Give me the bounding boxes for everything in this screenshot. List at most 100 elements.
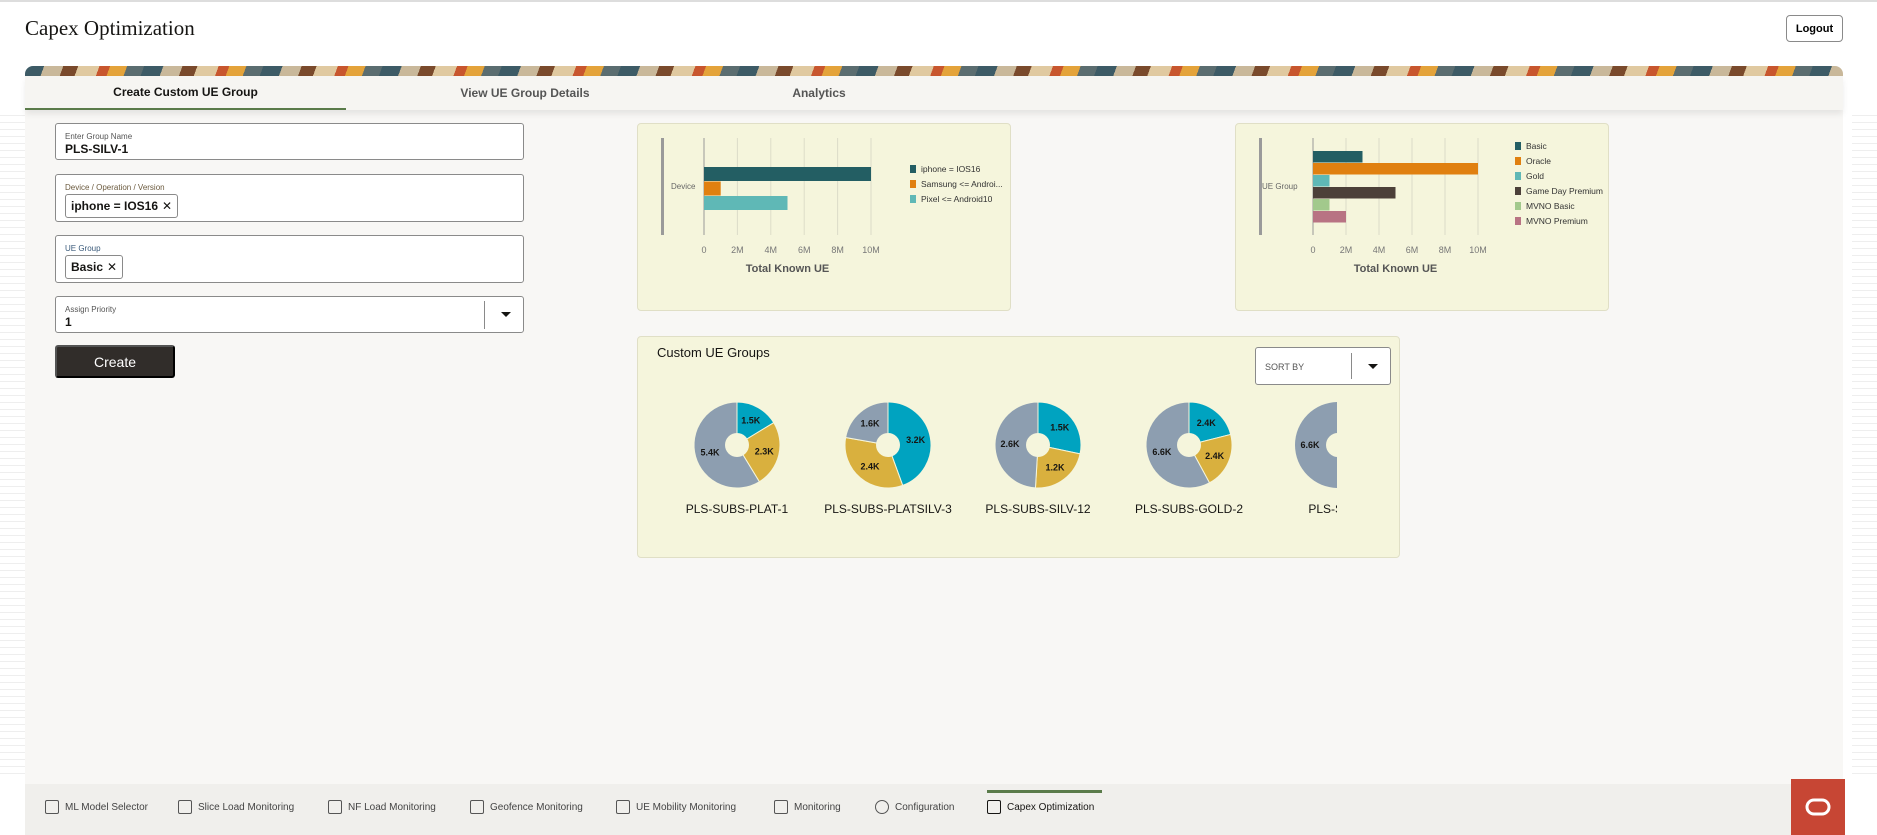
pie-slice[interactable] — [736, 401, 775, 446]
slice-label: 2.4K — [1205, 451, 1225, 461]
legend-label: iphone = IOS16 — [921, 164, 981, 174]
legend-swatch — [910, 180, 916, 188]
legend-label: Pixel <= Android10 — [921, 194, 993, 204]
side-texture — [1852, 110, 1877, 780]
ue-group-chip: Basic ✕ — [65, 255, 124, 279]
tab-create-custom-ue-group[interactable]: Create Custom UE Group — [25, 76, 346, 110]
legend-swatch — [1515, 157, 1521, 165]
pie-pls-subs-silv-12[interactable]: 1.5K 1.2K 2.6K PLS-SUBS-SILV-12 — [985, 401, 1091, 516]
field-label: Enter Group Name — [65, 132, 133, 141]
nav-item-geofence-monitoring[interactable]: Geofence Monitoring — [470, 797, 583, 817]
pie-group-name: PLS-SUBS — [1308, 502, 1337, 516]
pie-group-name: PLS-SUBS-GOLD-2 — [1135, 502, 1243, 516]
nav-item-configuration[interactable]: Configuration — [875, 797, 954, 817]
tick-label: 10M — [1469, 245, 1487, 255]
nav-item-label: ML Model Selector — [65, 801, 148, 813]
slice-label: 2.3K — [755, 447, 775, 457]
geofence-icon — [470, 800, 484, 814]
device-chip: iphone = IOS16 ✕ — [65, 194, 179, 218]
pie-hole — [1177, 433, 1201, 457]
tick-label: 2M — [1340, 245, 1353, 255]
tab-analytics[interactable]: Analytics — [792, 86, 846, 100]
pie-slice[interactable] — [736, 421, 781, 483]
pie-slice[interactable] — [1034, 444, 1081, 489]
pie-slice[interactable] — [1188, 401, 1232, 446]
bar-chart-svg: 0 2M 4M 6M 8M 10M UE Group Total Known UE Basic O… — [1259, 138, 1603, 275]
field-label: Device / Operation / Version — [65, 183, 165, 192]
legend-label: Basic — [1526, 141, 1548, 151]
nav-item-capex-optimization[interactable]: Capex Optimization — [987, 797, 1094, 817]
nav-item-ml-model-selector[interactable]: ML Model Selector — [45, 797, 148, 817]
legend-swatch — [910, 195, 916, 203]
bar-pixel-android10[interactable] — [704, 196, 788, 210]
tick-label: 6M — [1406, 245, 1419, 255]
nav-item-ue-mobility-monitoring[interactable]: UE Mobility Monitoring — [616, 797, 736, 817]
pie-pls-subs-gold-2[interactable]: 2.4K 2.4K 6.6K PLS-SUBS-GOLD-2 — [1135, 401, 1243, 516]
nav-item-label: UE Mobility Monitoring — [636, 801, 737, 813]
tick-label: 0 — [701, 245, 706, 255]
legend-swatch — [910, 165, 916, 173]
legend-label: MVNO Basic — [1526, 201, 1575, 211]
bar-mvno-premium[interactable] — [1313, 211, 1346, 223]
device-bar-chart: 0 2M 4M 6M 8M 10M Device Total Known UE iphone =… — [637, 123, 1011, 311]
logout-button[interactable]: Logout — [1786, 15, 1843, 42]
card-title: Custom UE Groups — [657, 345, 770, 360]
page-title: Capex Optimization — [25, 16, 195, 40]
pie-pls-subs-platsilv-3[interactable]: 3.2K 2.4K 1.6K PLS-SUBS-PLATSILV-3 — [824, 401, 952, 516]
pie-group-name: PLS-SUBS-PLAT-1 — [686, 502, 789, 516]
group-name-field[interactable]: Enter Group Name PLS-SILV-1 — [55, 123, 524, 160]
tick-label: 0 — [1310, 245, 1315, 255]
slice-label: 1.5K — [741, 416, 761, 426]
pie-slice[interactable] — [1295, 402, 1337, 488]
pie-group-name: PLS-SUBS-SILV-12 — [985, 502, 1090, 516]
assign-priority-select[interactable]: Assign Priority 1 — [55, 296, 524, 333]
bar-samsung-androi-[interactable] — [704, 181, 721, 196]
tick-label: 6M — [798, 245, 811, 255]
pie-hole — [1026, 433, 1050, 457]
sort-by-placeholder: SORT BY — [1265, 362, 1305, 372]
slice-label: 2.4K — [1197, 418, 1217, 428]
tab-view-ue-group-details[interactable]: View UE Group Details — [460, 86, 590, 100]
ue-group-field[interactable]: UE Group Basic ✕ — [55, 235, 524, 283]
chevron-down-icon[interactable] — [501, 312, 511, 317]
top-border — [0, 0, 1877, 2]
pie-slice[interactable] — [887, 401, 932, 487]
pie-slice[interactable] — [845, 401, 889, 446]
bar-gold[interactable] — [1313, 175, 1330, 187]
category-axis-bar — [1259, 138, 1262, 235]
network-icon — [328, 800, 342, 814]
pies-svg: 1.5K 2.3K 5.4K PLS-SUBS-PLAT-1 3.2K 2.4K 1.6K P… — [686, 401, 1337, 516]
remove-chip-icon[interactable]: ✕ — [162, 199, 173, 213]
decorative-banner — [25, 66, 1843, 76]
remove-chip-icon[interactable]: ✕ — [107, 260, 118, 274]
slice-label: 2.4K — [860, 461, 880, 471]
side-texture — [0, 110, 25, 780]
nav-item-monitoring[interactable]: Monitoring — [774, 797, 841, 817]
nav-item-label: Configuration — [895, 801, 955, 813]
device-operation-version-field[interactable]: Device / Operation / Version iphone = IO… — [55, 174, 524, 222]
nav-item-slice-load-monitoring[interactable]: Slice Load Monitoring — [178, 797, 294, 817]
pie-pls-subs[interactable]: 6.6K PLS-SUBS — [1295, 402, 1337, 516]
pie-pls-subs-plat-1[interactable]: 1.5K 2.3K 5.4K PLS-SUBS-PLAT-1 — [686, 401, 789, 516]
bar-game-day-premium[interactable] — [1313, 187, 1396, 199]
legend-swatch — [1515, 202, 1521, 210]
slice-label: 6.6K — [1300, 440, 1320, 450]
pie-slice[interactable] — [994, 401, 1039, 489]
bar-oracle[interactable] — [1313, 163, 1478, 175]
sort-by-select[interactable]: SORT BY — [1255, 347, 1391, 385]
nav-item-nf-load-monitoring[interactable]: NF Load Monitoring — [328, 797, 436, 817]
legend-swatch — [1515, 142, 1521, 150]
x-axis-title: Total Known UE — [1354, 263, 1438, 275]
bar-mvno-basic[interactable] — [1313, 199, 1330, 211]
bar-iphone-ios16[interactable] — [704, 167, 871, 181]
create-button[interactable]: Create — [55, 345, 175, 378]
nav-item-label: Monitoring — [794, 801, 841, 813]
nav-item-label: Capex Optimization — [1007, 801, 1095, 813]
active-nav-indicator — [987, 790, 1102, 793]
tick-label: 8M — [1439, 245, 1452, 255]
chevron-down-icon — [1368, 364, 1378, 369]
bar-basic[interactable] — [1313, 151, 1363, 163]
chip-label: iphone = IOS16 — [71, 199, 159, 213]
legend-label: Samsung <= Androi... — [921, 179, 1003, 189]
brain-icon — [45, 800, 59, 814]
